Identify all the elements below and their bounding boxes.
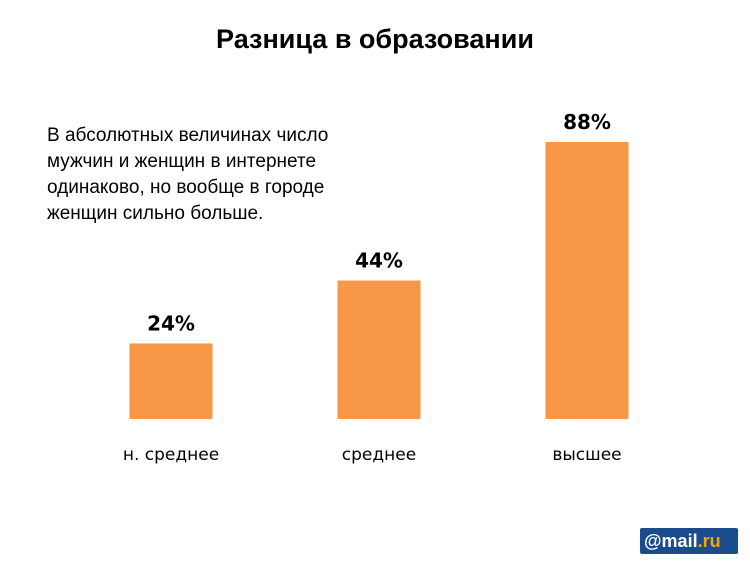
- data-label-1: 24%: [147, 311, 195, 335]
- bar-1: [129, 343, 213, 419]
- data-label-3: 88%: [563, 110, 611, 134]
- category-label-3: высшее: [552, 445, 621, 465]
- chart-title: Разница в образовании: [216, 24, 534, 54]
- category-label-1: н. среднее: [123, 445, 219, 465]
- bar-2: [337, 280, 421, 419]
- annotation-text: В абсолютных величинах число мужчин и же…: [47, 125, 329, 224]
- data-label-2: 44%: [355, 249, 403, 273]
- mail-ru-logo: @mail.ru: [640, 528, 738, 554]
- bar-3: [545, 142, 629, 419]
- category-label-2: среднее: [342, 445, 416, 465]
